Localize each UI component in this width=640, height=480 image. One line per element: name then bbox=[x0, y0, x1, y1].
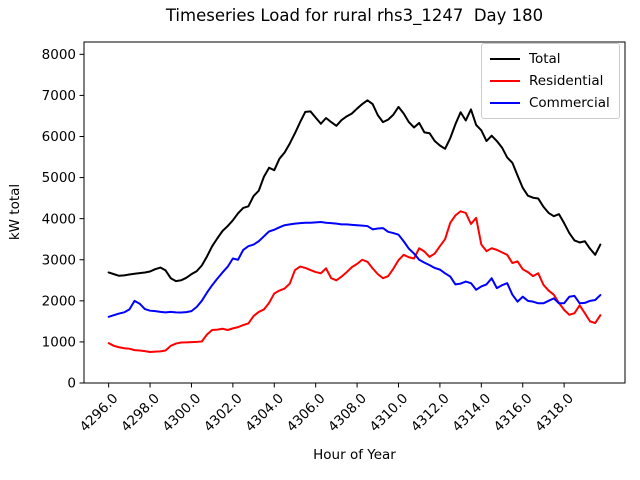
y-tick-label: 0 bbox=[67, 376, 76, 392]
x-tick-label: 4308.0 bbox=[325, 391, 370, 436]
legend: Total Residential Commercial bbox=[481, 43, 620, 119]
y-tick-label: 8000 bbox=[42, 47, 76, 63]
legend-item-total: Total bbox=[490, 50, 610, 68]
series-line-residential bbox=[107, 210, 602, 353]
y-tick-label: 7000 bbox=[42, 88, 76, 104]
y-tick-label: 2000 bbox=[42, 293, 76, 309]
x-tick-label: 4304.0 bbox=[242, 391, 287, 436]
x-tick-label: 4300.0 bbox=[160, 391, 205, 436]
x-tick-label: 4296.0 bbox=[77, 391, 122, 436]
x-tick-label: 4310.0 bbox=[367, 391, 412, 436]
y-tick-label: 1000 bbox=[42, 335, 76, 351]
series-line-total bbox=[107, 99, 602, 283]
x-tick-label: 4298.0 bbox=[118, 391, 163, 436]
legend-line-swatch-commercial bbox=[490, 102, 520, 104]
x-tick-label: 4312.0 bbox=[408, 391, 453, 436]
legend-item-commercial: Commercial bbox=[490, 94, 610, 112]
y-tick-label: 5000 bbox=[42, 170, 76, 186]
x-tick-label: 4318.0 bbox=[532, 391, 577, 436]
x-tick-label: 4302.0 bbox=[201, 391, 246, 436]
legend-line-swatch-residential bbox=[490, 80, 520, 82]
y-axis-label: kW total bbox=[7, 183, 23, 241]
plot-frame bbox=[83, 41, 626, 384]
x-tick-label: 4316.0 bbox=[491, 391, 536, 436]
chart-title: Timeseries Load for rural rhs3_1247 Day … bbox=[165, 6, 544, 25]
legend-label-residential: Residential bbox=[529, 73, 604, 89]
y-tick-label: 4000 bbox=[42, 211, 76, 227]
legend-item-residential: Residential bbox=[490, 72, 610, 90]
y-tick-label: 3000 bbox=[42, 252, 76, 268]
legend-label-commercial: Commercial bbox=[529, 95, 610, 111]
legend-line-swatch-total bbox=[490, 58, 520, 60]
x-axis-label: Hour of Year bbox=[313, 447, 396, 463]
legend-label-total: Total bbox=[529, 51, 561, 67]
x-tick-label: 4306.0 bbox=[284, 391, 329, 436]
y-tick-label: 6000 bbox=[42, 129, 76, 145]
x-tick-label: 4314.0 bbox=[449, 391, 494, 436]
series-line-commercial bbox=[107, 220, 602, 318]
